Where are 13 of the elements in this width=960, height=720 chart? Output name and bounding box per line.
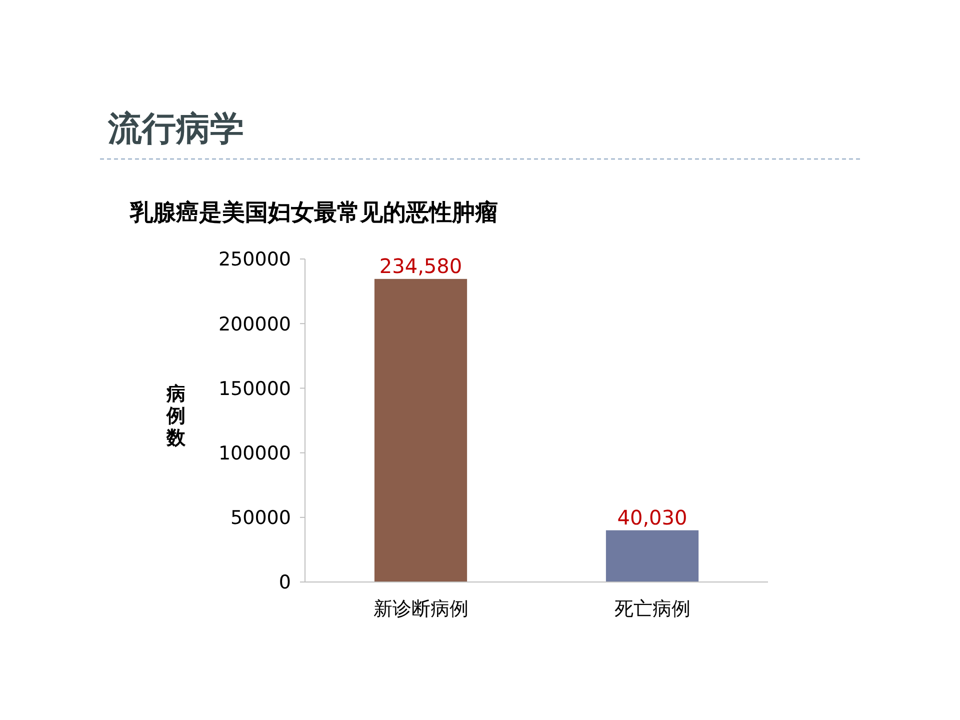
y-tick-label: 50000 [230,507,291,530]
x-tick-label: 死亡病例 [614,598,690,620]
data-label: 40,030 [617,505,688,530]
y-tick-label: 100000 [218,442,291,464]
y-tick-label: 250000 [218,248,291,271]
chart-title: 流行病学 [107,109,244,149]
y-tick-label: 0 [278,572,291,594]
y-axis-title: 病例数 [166,383,186,449]
y-tick-label: 200000 [218,313,291,336]
data-label: 234,580 [379,254,462,278]
chart-subtitle: 乳腺癌是美国妇女最常见的恶性肿瘤 [129,199,498,226]
y-tick-label: 150000 [218,378,291,400]
x-tick-label: 新诊断病例 [373,598,468,620]
